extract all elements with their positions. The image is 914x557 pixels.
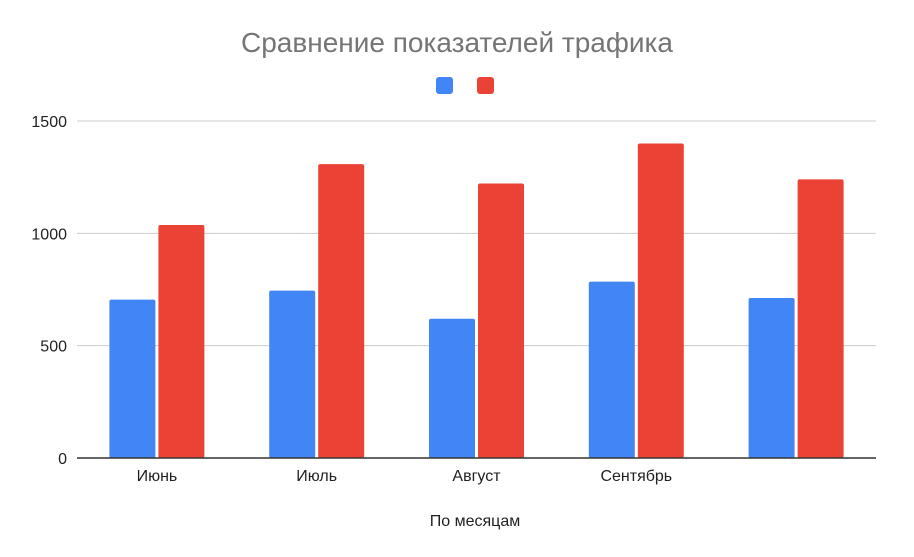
gridlines [77, 120, 876, 347]
x-tick-label: Сентябрь [600, 468, 672, 485]
bar-series-1 [269, 290, 316, 458]
y-tick-label: 0 [58, 451, 67, 468]
y-axis-tick-labels: 0 500 1000 1500 [31, 114, 67, 468]
bars [109, 143, 844, 459]
y-tick-label: 1500 [31, 114, 67, 131]
bar-series-1 [588, 281, 635, 458]
bar-series-1 [429, 318, 475, 458]
x-axis-tick-labels: Июнь Июль Август Сентябрь [137, 468, 673, 485]
bar-series-1 [109, 299, 156, 458]
bar-series-2 [478, 183, 524, 458]
x-tick-label: Август [452, 468, 501, 485]
bar-series-2 [637, 143, 684, 458]
x-tick-label: Июль [296, 468, 337, 485]
bar-series-2 [158, 225, 205, 458]
legend-swatch-series-1 [436, 77, 453, 94]
legend-swatch-series-2 [477, 77, 494, 94]
bar-series-2 [318, 164, 365, 459]
y-tick-label: 1000 [31, 226, 67, 243]
bar-series-2 [797, 179, 844, 458]
legend [436, 77, 494, 94]
y-tick-label: 500 [40, 339, 67, 356]
x-axis-label: По месяцам [430, 513, 520, 530]
x-tick-label: Июнь [137, 468, 178, 485]
bar-series-1 [748, 298, 795, 458]
chart-title: Сравнение показателей трафика [241, 27, 673, 58]
